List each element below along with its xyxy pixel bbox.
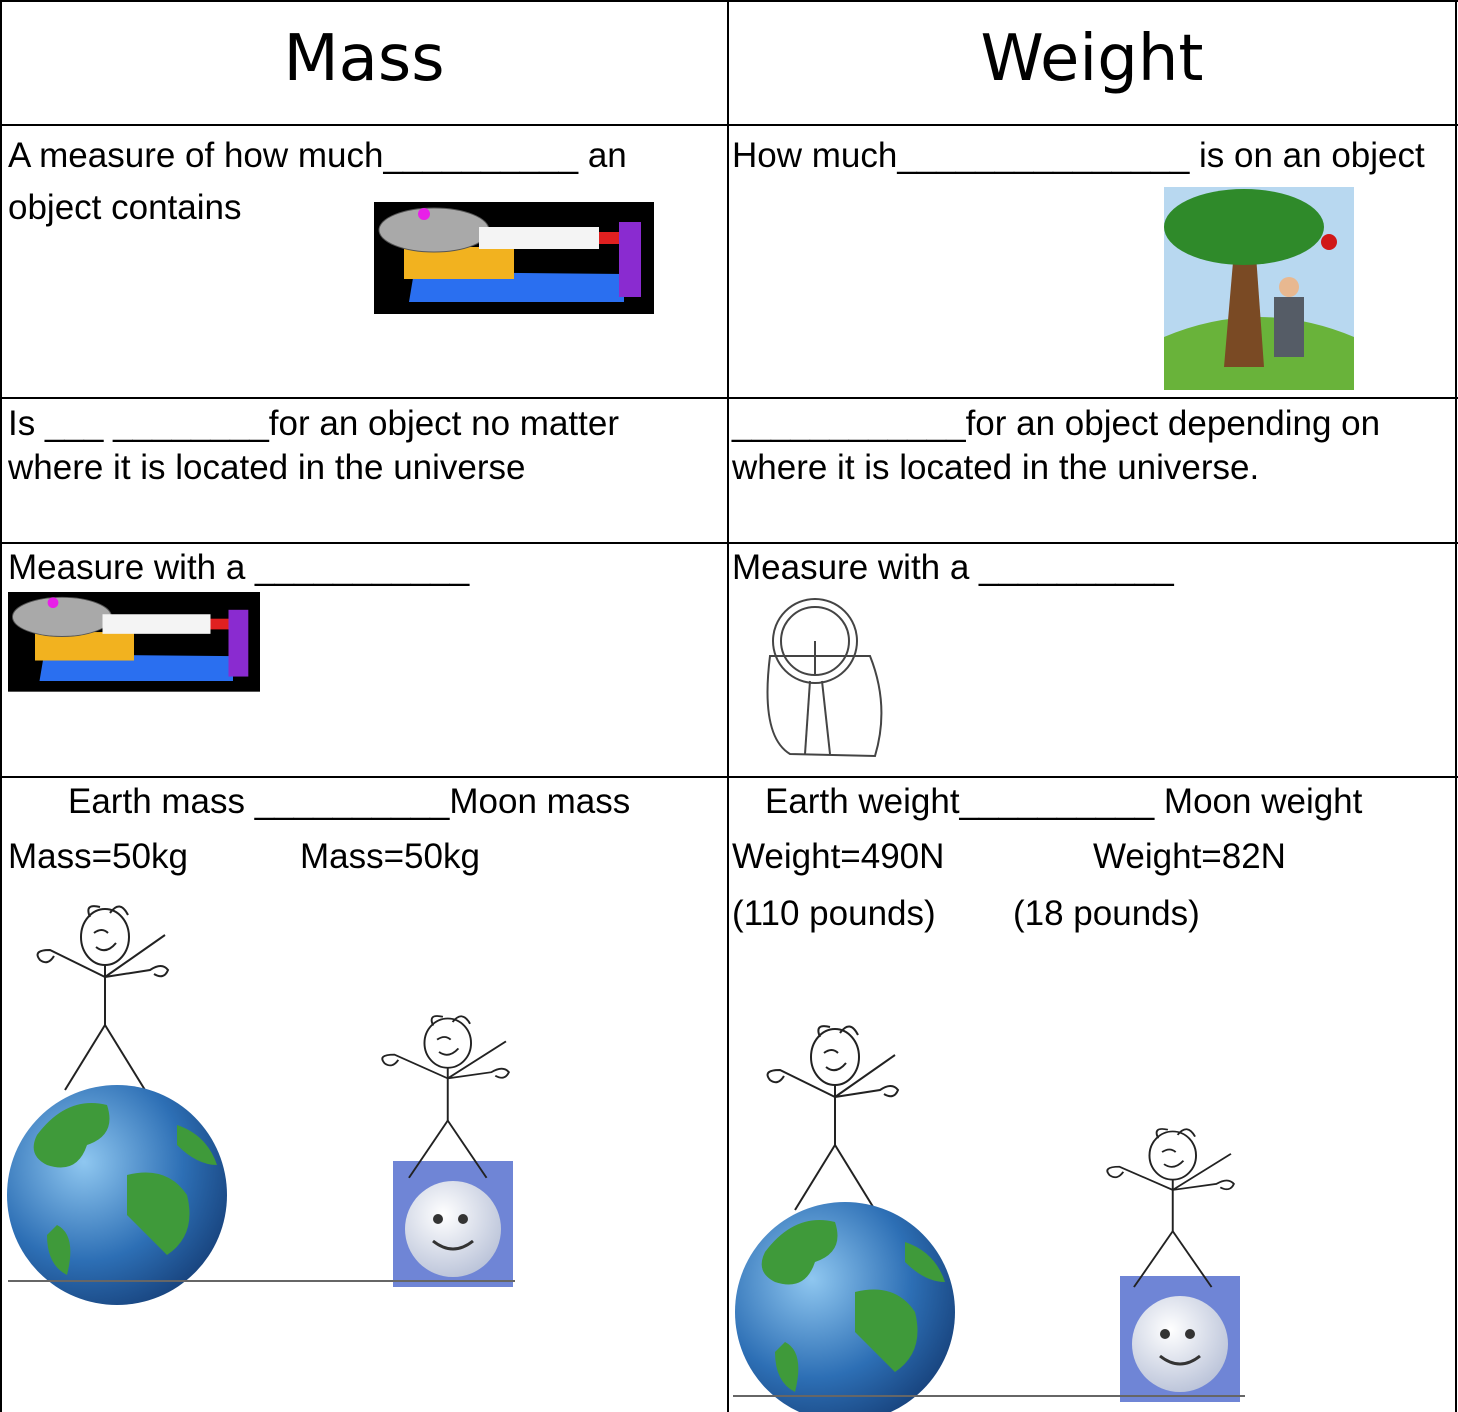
cell-text: Measure with a __________ [732, 548, 1174, 587]
cell-text: Is ___ ________for an object no matter w… [8, 404, 619, 487]
value-text: Mass=50kg [300, 837, 480, 876]
border [0, 397, 1458, 399]
border [1455, 0, 1457, 1412]
border [0, 542, 1458, 544]
cell-text: ____________for an object depending on w… [732, 404, 1381, 487]
comparison-heading: Earth weight__________ Moon weight [765, 782, 1363, 821]
value-text: Weight=490N [732, 837, 945, 876]
header-cell: Mass [283, 22, 445, 96]
cell-text: A measure of how much__________ an objec… [8, 136, 627, 227]
note-text: (18 pounds) [1013, 894, 1200, 933]
cell-text: Measure with a ___________ [8, 548, 470, 587]
border [0, 124, 1458, 126]
border [0, 776, 1458, 778]
value-text: Mass=50kg [8, 837, 188, 876]
border [0, 0, 2, 1412]
header-cell: Weight [980, 22, 1204, 96]
note-text: (110 pounds) [732, 894, 936, 933]
border [727, 0, 729, 1412]
comparison-heading: Earth mass __________Moon mass [68, 782, 631, 821]
border [0, 0, 1458, 2]
cell-text: How much_______________ is on an object [732, 136, 1425, 175]
value-text: Weight=82N [1093, 837, 1286, 876]
